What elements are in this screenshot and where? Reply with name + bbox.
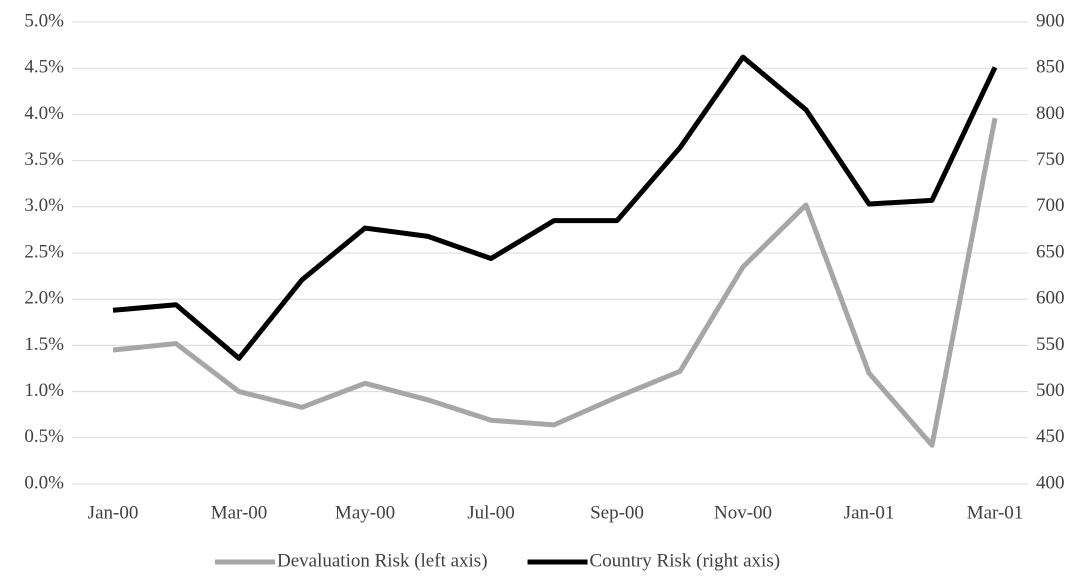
x-tick-label: Mar-01 (967, 502, 1024, 523)
x-tick-label: Jul-00 (467, 502, 515, 523)
y-tick-label: 0.5% (24, 426, 64, 447)
y2-tick-label: 600 (1036, 288, 1065, 309)
x-tick-label: Jan-00 (88, 502, 139, 523)
series-line (112, 117, 998, 448)
x-tick-label: May-00 (335, 502, 395, 523)
legend-label: Country Risk (right axis) (590, 550, 781, 571)
x-tick-label: Sep-00 (590, 502, 644, 523)
y2-tick-label: 700 (1036, 195, 1065, 216)
y2-tick-label: 650 (1036, 241, 1065, 262)
x-tick-label: Mar-00 (211, 502, 268, 523)
y-tick-label: 1.0% (24, 380, 64, 401)
y-tick-label: 4.5% (24, 57, 64, 78)
y-tick-label: 3.0% (24, 195, 64, 216)
y-tick-label: 1.5% (24, 334, 64, 355)
y2-tick-label: 400 (1036, 472, 1065, 493)
y2-tick-label: 750 (1036, 149, 1065, 170)
y2-tick-label: 800 (1036, 103, 1065, 124)
x-tick-label: Nov-00 (714, 502, 772, 523)
y2-tick-label: 850 (1036, 57, 1065, 78)
y-tick-label: 4.0% (24, 103, 64, 124)
y-tick-label: 5.0% (24, 10, 64, 31)
series-line (112, 54, 998, 361)
y-tick-label: 3.5% (24, 149, 64, 170)
y2-tick-label: 450 (1036, 426, 1065, 447)
y2-tick-label: 900 (1036, 10, 1065, 31)
legend-label: Devaluation Risk (left axis) (277, 550, 488, 571)
y-tick-label: 2.0% (24, 288, 64, 309)
y-tick-label: 2.5% (24, 241, 64, 262)
y-tick-label: 0.0% (24, 472, 64, 493)
y2-tick-label: 550 (1036, 334, 1065, 355)
y2-tick-label: 500 (1036, 380, 1065, 401)
x-tick-label: Jan-01 (844, 502, 895, 523)
